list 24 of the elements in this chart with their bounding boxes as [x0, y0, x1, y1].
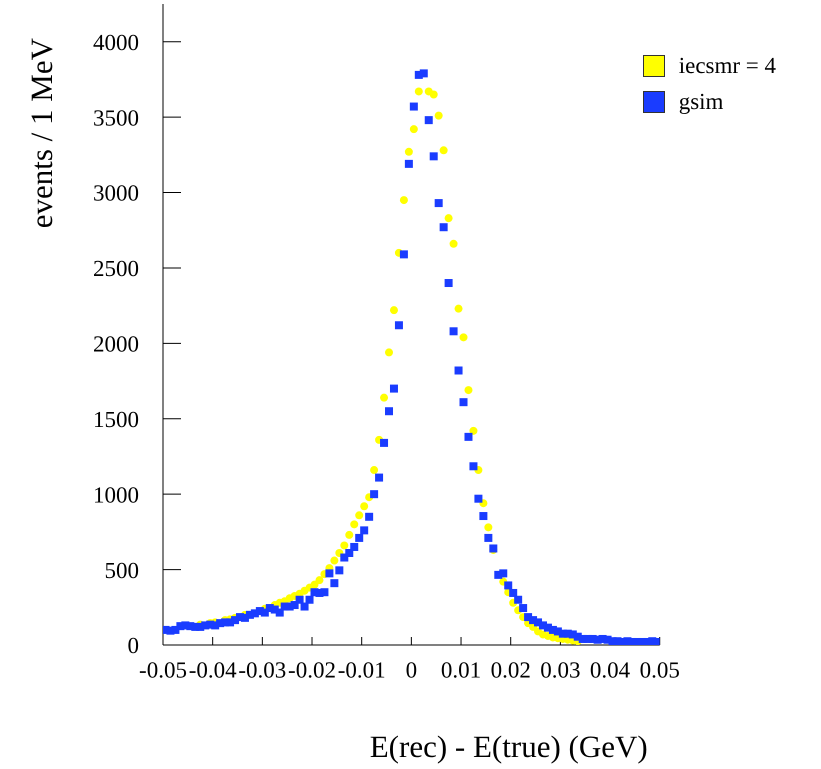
y-axis-title: events / 1 MeV — [24, 37, 59, 228]
x-tick-label: 0.01 — [440, 657, 482, 682]
x-tick-label: 0.03 — [540, 657, 580, 682]
y-tick-label: 2500 — [93, 256, 139, 282]
y-tick-label: 2000 — [93, 332, 139, 357]
x-axis-title: E(rec) - E(true) (GeV) — [370, 729, 648, 764]
y-tick-label: 3000 — [93, 180, 139, 206]
legend-label: gsim — [678, 88, 724, 116]
legend-label: iecsmr = 4 — [678, 52, 776, 80]
x-tick-label: 0.04 — [590, 657, 631, 682]
x-tick-label: -0.03 — [238, 657, 286, 682]
y-tick-label: 4000 — [93, 30, 139, 55]
y-tick-label: 3500 — [93, 105, 139, 130]
y-tick-label: 1500 — [93, 406, 139, 432]
x-tick-label: -0.01 — [338, 657, 386, 682]
x-tick-label: -0.05 — [139, 657, 187, 682]
x-tick-label: -0.04 — [188, 657, 238, 682]
y-tick-label: 1000 — [93, 482, 139, 508]
x-tick-label: 0.02 — [490, 657, 531, 682]
x-tick-label: 0 — [406, 657, 418, 682]
x-tick-label: 0.05 — [640, 657, 680, 682]
y-tick-label: 500 — [104, 558, 139, 583]
x-tick-label: -0.02 — [288, 657, 336, 682]
y-tick-label: 0 — [128, 633, 139, 658]
